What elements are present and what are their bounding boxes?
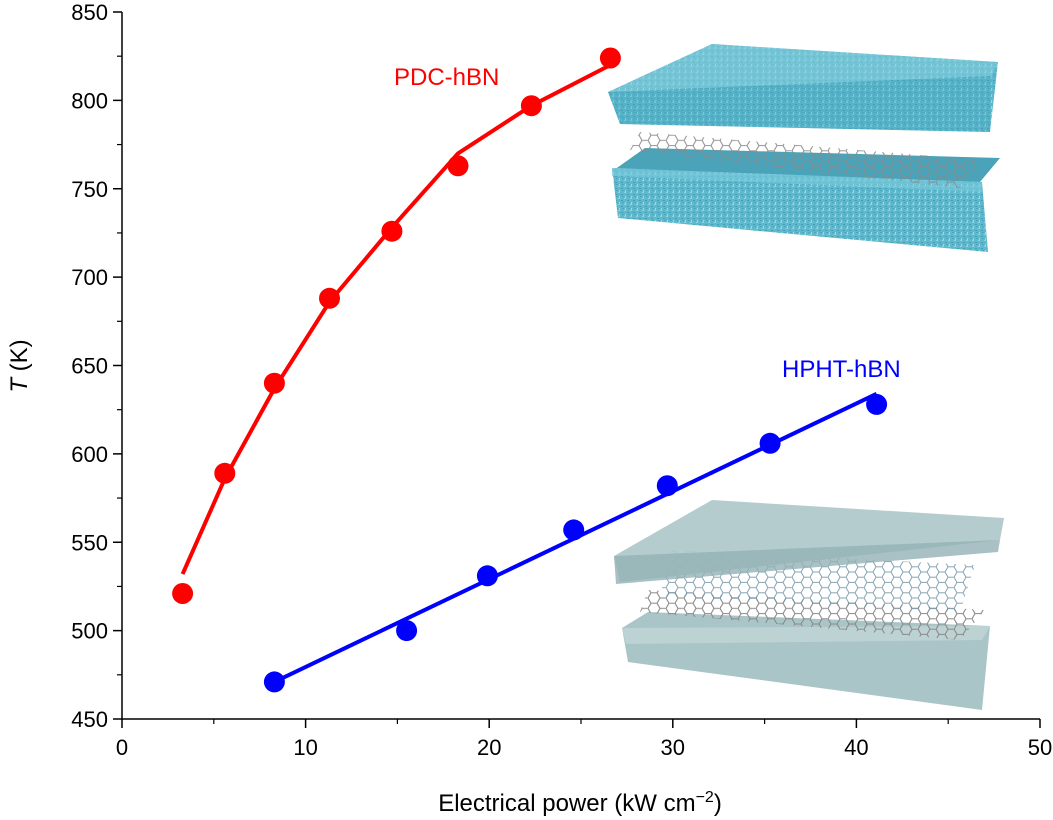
x-tick-label: 40 bbox=[844, 735, 868, 760]
y-tick-label: 500 bbox=[71, 619, 108, 644]
y-tick-label: 750 bbox=[71, 177, 108, 202]
y-tick-label: 650 bbox=[71, 354, 108, 379]
data-point-pdc-hbn bbox=[447, 155, 469, 177]
y-tick-label: 550 bbox=[71, 530, 108, 555]
x-tick-label: 10 bbox=[293, 735, 317, 760]
data-point-pdc-hbn bbox=[214, 462, 236, 484]
y-axis-title: T (K) bbox=[6, 339, 33, 392]
data-point-hpht-hbn bbox=[759, 432, 781, 454]
y-tick-label: 600 bbox=[71, 442, 108, 467]
series-label-hpht-hbn: HPHT-hBN bbox=[782, 356, 901, 383]
data-point-hpht-hbn bbox=[563, 519, 585, 541]
hpht-hbn-structure-illustration bbox=[614, 500, 1004, 710]
plot-axes: 0 10 20 30 40 50 450 500 550 600 650 700 750 800 850 bbox=[71, 0, 1052, 760]
fit-line-pdc-hbn bbox=[180, 63, 612, 575]
x-tick-label: 30 bbox=[661, 735, 685, 760]
data-point-pdc-hbn bbox=[172, 583, 194, 604]
y-tick-label: 450 bbox=[71, 707, 108, 732]
data-point-pdc-hbn bbox=[599, 47, 621, 69]
x-tick-label: 0 bbox=[116, 735, 128, 760]
series-label-pdc-hbn: PDC-hBN bbox=[394, 64, 499, 91]
data-point-pdc-hbn bbox=[263, 372, 285, 394]
data-point-hpht-hbn bbox=[866, 393, 888, 415]
x-axis-title: Electrical power (kW cm−2) bbox=[438, 789, 722, 817]
x-tick-label: 50 bbox=[1028, 735, 1052, 760]
data-point-hpht-hbn bbox=[396, 620, 418, 642]
data-point-hpht-hbn bbox=[476, 565, 498, 587]
data-point-hpht-hbn bbox=[263, 671, 285, 693]
data-point-pdc-hbn bbox=[381, 220, 403, 242]
y-tick-label: 850 bbox=[71, 0, 108, 25]
y-tick-label: 700 bbox=[71, 265, 108, 290]
data-point-hpht-hbn bbox=[656, 475, 678, 497]
data-point-pdc-hbn bbox=[319, 287, 340, 309]
data-point-pdc-hbn bbox=[520, 95, 542, 117]
x-tick-label: 20 bbox=[477, 735, 501, 760]
data-points bbox=[172, 47, 888, 693]
y-tick-label: 800 bbox=[71, 88, 108, 113]
pdc-hbn-structure-illustration bbox=[608, 44, 1000, 252]
